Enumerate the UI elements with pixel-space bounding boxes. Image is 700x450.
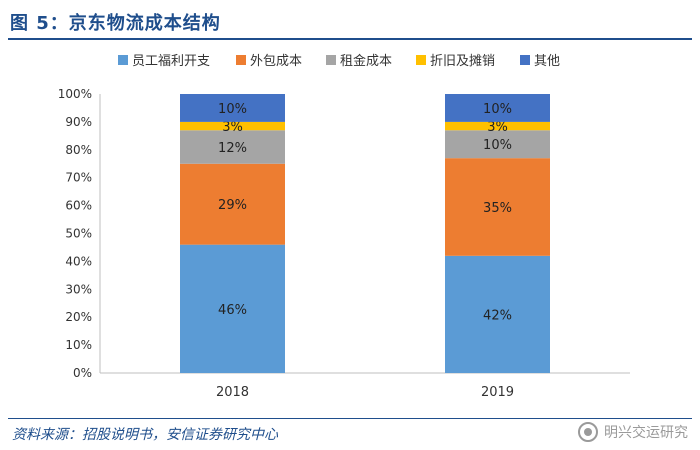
data-label-2018-2: 29% <box>218 198 247 213</box>
legend-swatch-2 <box>236 55 246 65</box>
data-label-2019-3: 10% <box>483 138 512 153</box>
bar-segment-2018-2 <box>180 163 285 245</box>
bar-segment-2018-4 <box>180 121 285 131</box>
figure-footer: 资料来源：招股说明书，安信证券研究中心 明兴交运研究 <box>8 418 692 449</box>
y-tick-label: 100% <box>58 87 92 101</box>
figure-header: 图 5：京东物流成本结构 <box>8 4 692 40</box>
legend-swatch-1 <box>118 55 128 65</box>
legend-label-2: 外包成本 <box>250 54 302 69</box>
watermark: 明兴交运研究 <box>578 422 688 442</box>
y-tick-label: 0% <box>73 366 92 380</box>
bar-segment-2019-4 <box>445 121 550 131</box>
y-tick-label: 20% <box>65 310 92 324</box>
wechat-icon <box>578 422 598 442</box>
x-tick-label-2019: 2019 <box>481 385 514 400</box>
bar-segment-2018-3 <box>180 130 285 164</box>
x-tick-label-2018: 2018 <box>216 385 249 400</box>
bar-segment-2019-2 <box>445 158 550 256</box>
legend-label-4: 折旧及摊销 <box>430 54 495 69</box>
y-tick-label: 60% <box>65 199 92 213</box>
legend-swatch-5 <box>520 55 530 65</box>
data-label-2018-1: 46% <box>218 303 247 318</box>
source-note: 资料来源：招股说明书，安信证券研究中心 <box>12 427 278 443</box>
y-tick-label: 80% <box>65 143 92 157</box>
data-label-2019-5: 10% <box>483 102 512 117</box>
legend-label-1: 员工福利开支 <box>132 54 210 69</box>
legend-swatch-4 <box>416 55 426 65</box>
y-tick-label: 70% <box>65 171 92 185</box>
data-label-2018-4: 3% <box>222 120 243 135</box>
y-tick-label: 50% <box>65 227 92 241</box>
y-tick-label: 30% <box>65 282 92 296</box>
legend-label-3: 租金成本 <box>340 53 392 69</box>
legend-label-5: 其他 <box>534 54 560 69</box>
legend-swatch-3 <box>326 55 336 65</box>
chart-area: 员工福利开支 外包成本 租金成本 折旧及摊销 其他 0% 10% 20% 30% 40% 50% 60… <box>0 40 700 410</box>
data-label-2019-2: 35% <box>483 201 512 216</box>
y-tick-label: 10% <box>65 338 92 352</box>
data-label-2019-4: 3% <box>487 120 508 135</box>
bar-segment-2019-1 <box>445 255 550 373</box>
figure-title: 图 5：京东物流成本结构 <box>10 13 221 34</box>
bar-segment-2018-5 <box>180 94 285 122</box>
bar-segment-2019-3 <box>445 130 550 159</box>
y-tick-label: 40% <box>65 254 92 268</box>
stacked-bar-chart: 员工福利开支 外包成本 租金成本 折旧及摊销 其他 0% 10% 20% 30% 40% 50% 60… <box>58 53 630 400</box>
bar-segment-2018-1 <box>180 244 285 373</box>
watermark-text: 明兴交运研究 <box>604 425 688 441</box>
data-label-2018-3: 12% <box>218 141 247 156</box>
data-label-2019-1: 42% <box>483 308 512 323</box>
data-label-2018-5: 10% <box>218 102 247 117</box>
y-tick-label: 90% <box>65 115 92 129</box>
bar-segment-2019-5 <box>445 94 550 122</box>
